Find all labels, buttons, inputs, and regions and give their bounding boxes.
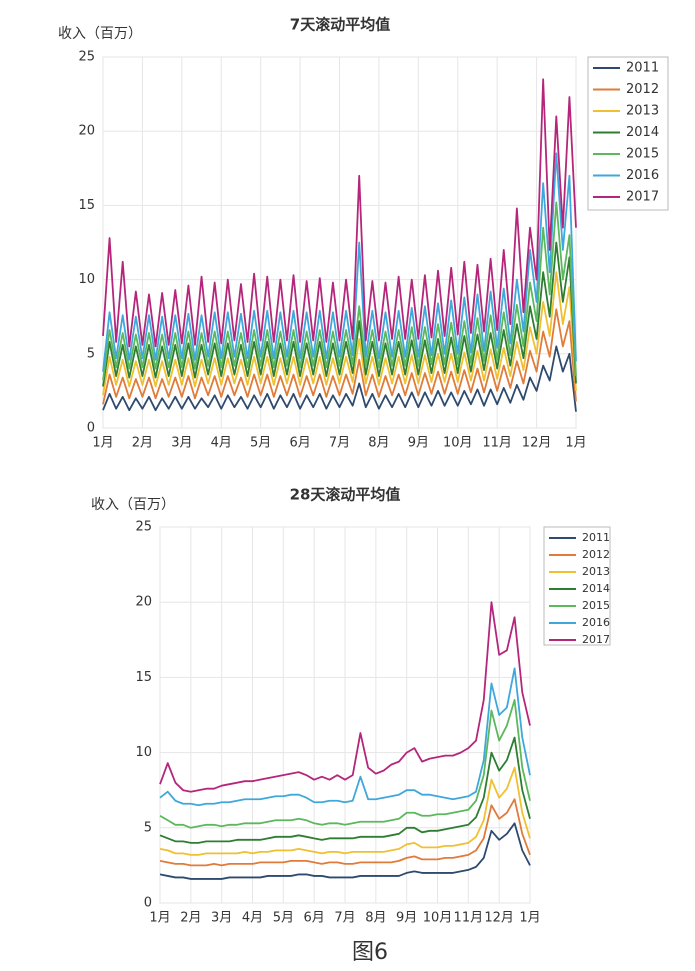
- x-tick-label: 8月: [365, 911, 386, 926]
- legend-label: 2012: [626, 82, 659, 97]
- data-line: [102, 201, 577, 381]
- legend-label: 2017: [626, 190, 659, 205]
- x-tick-label: 3月: [171, 436, 192, 451]
- x-tick-label: 5月: [273, 911, 294, 926]
- x-tick-label: 7月: [334, 911, 355, 926]
- y-tick-label: 5: [87, 346, 95, 361]
- data-line: [102, 152, 577, 372]
- legend-label: 2016: [626, 168, 659, 183]
- data-line: [159, 736, 531, 844]
- x-tick-label: 8月: [368, 436, 389, 451]
- legend-label: 2011: [626, 61, 659, 76]
- legend-label: 2015: [582, 599, 610, 612]
- x-tick-label: 6月: [289, 436, 310, 451]
- data-line: [102, 241, 577, 387]
- y-tick-label: 0: [144, 896, 152, 911]
- y-tick-label: 10: [135, 745, 152, 760]
- x-tick-label: 1月: [92, 436, 113, 451]
- chart-title: 28天滚动平均值: [290, 486, 401, 504]
- x-tick-label: 9月: [408, 436, 429, 451]
- legend-label: 2011: [582, 531, 610, 544]
- x-tick-label: 11月: [482, 436, 512, 451]
- x-tick-label: 2月: [132, 436, 153, 451]
- y-axis-label: 收入（百万）: [91, 497, 175, 513]
- legend-box: [543, 526, 611, 646]
- x-tick-label: 7月: [329, 436, 350, 451]
- legend-label: 2013: [626, 104, 659, 119]
- legend-label: 2014: [582, 582, 610, 595]
- x-tick-label: 6月: [304, 911, 325, 926]
- y-tick-label: 25: [135, 520, 152, 535]
- x-tick-label: 5月: [250, 436, 271, 451]
- data-line: [159, 667, 531, 807]
- legend-label: 2016: [582, 616, 610, 629]
- x-tick-label: 4月: [211, 436, 232, 451]
- x-tick-label: 3月: [211, 911, 232, 926]
- x-tick-label: 2月: [180, 911, 201, 926]
- y-tick-label: 15: [135, 670, 152, 685]
- y-tick-label: 20: [78, 124, 95, 139]
- y-tick-label: 5: [144, 820, 152, 835]
- x-tick-label: 9月: [396, 911, 417, 926]
- data-line: [159, 766, 531, 856]
- data-line: [159, 699, 531, 829]
- data-line: [102, 271, 577, 396]
- y-tick-label: 20: [135, 595, 152, 610]
- data-line: [159, 601, 531, 793]
- legend-label: 2012: [582, 548, 610, 561]
- x-tick-label: 1月: [565, 436, 586, 451]
- data-line: [102, 308, 577, 405]
- data-line: [102, 345, 577, 412]
- x-tick-label: 1月: [519, 911, 540, 926]
- x-tick-label: 1月: [149, 911, 170, 926]
- figure-caption: 图6: [352, 940, 388, 965]
- data-line: [159, 798, 531, 867]
- y-tick-label: 25: [78, 50, 95, 65]
- legend-label: 2015: [626, 147, 659, 162]
- x-tick-label: 11月: [454, 911, 484, 926]
- y-axis-label: 收入（百万）: [58, 26, 142, 42]
- legend-label: 2014: [626, 125, 659, 140]
- y-tick-label: 0: [87, 421, 95, 436]
- data-line: [102, 78, 577, 348]
- x-tick-label: 4月: [242, 911, 263, 926]
- x-tick-label: 10月: [443, 436, 473, 451]
- x-tick-label: 12月: [484, 911, 514, 926]
- x-tick-label: 12月: [522, 436, 552, 451]
- y-tick-label: 10: [78, 272, 95, 287]
- y-tick-label: 15: [78, 198, 95, 213]
- legend-box: [587, 56, 669, 211]
- x-tick-label: 10月: [423, 911, 453, 926]
- legend-label: 2013: [582, 565, 610, 578]
- legend-label: 2017: [582, 633, 610, 646]
- chart-title: 7天滚动平均值: [290, 16, 390, 34]
- data-line: [159, 822, 531, 880]
